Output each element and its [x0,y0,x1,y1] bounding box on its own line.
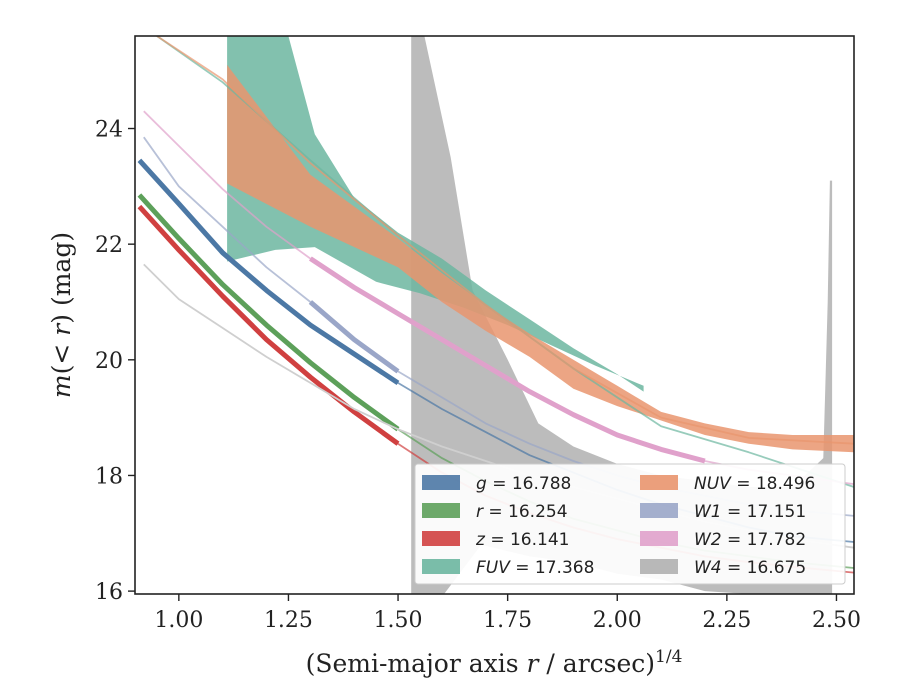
y-axis-label: m(< r) (mag) [47,232,76,398]
band-w4-area [411,36,833,594]
legend-label-g: g = 16.788 [476,474,571,494]
plot-frame [134,35,855,595]
x-tick-label: 1.25 [264,608,313,633]
x-tick-label: 1.75 [483,608,532,633]
legend-swatch-w1 [640,503,678,518]
y-tick-label: 18 [95,464,123,489]
x-tick-label: 1.50 [374,608,423,633]
legend-label-nuv: NUV = 18.496 [694,474,815,494]
curve-nuv [156,36,854,445]
legend-label-fuv: FUV = 17.368 [476,558,594,578]
legend-swatch-fuv [422,559,460,574]
x-axis-label: (Semi-major axis r / arcsec)1/4 [306,647,683,678]
y-tick-label: 20 [95,349,123,374]
curve-w1-measured [308,300,400,374]
x-tick-label: 2.25 [702,608,751,633]
curve-g-measured [137,158,400,385]
uncertainty-bands [227,36,854,594]
legend-label-w4: W4 = 16.675 [694,558,806,578]
legend-box [414,463,846,585]
x-tick-label: 2.50 [812,608,861,633]
legend-label-w2: W2 = 17.782 [694,530,806,550]
y-tick-label: 22 [95,233,123,258]
legend-swatch-g [422,475,460,490]
legend-swatch-z [422,531,460,546]
x-tick-label: 1.00 [154,608,203,633]
curve-w2-measured [309,256,706,464]
x-tick-label: 2.00 [593,608,642,633]
y-tick-label: 24 [95,118,123,143]
legend-swatch-r [422,503,460,518]
y-axis: 16 18 20 22 24 [95,118,135,605]
legend-label-w1: W1 = 17.151 [694,502,806,522]
legend-label-z: z = 16.141 [475,530,569,550]
legend-label-r: r = 16.254 [476,502,568,522]
legend: g = 16.788 r = 16.254 z = 16.141 FUV = 17.3… [414,463,846,585]
legend-swatch-w4 [640,559,678,574]
curve-r-measured [137,193,400,432]
y-tick-label: 16 [95,580,123,605]
curve-z-measured [137,204,400,446]
legend-swatch-nuv [640,475,678,490]
x-axis: 1.00 1.25 1.50 1.75 2.00 2.25 2.50 [154,594,861,633]
legend-swatch-w2 [640,531,678,546]
